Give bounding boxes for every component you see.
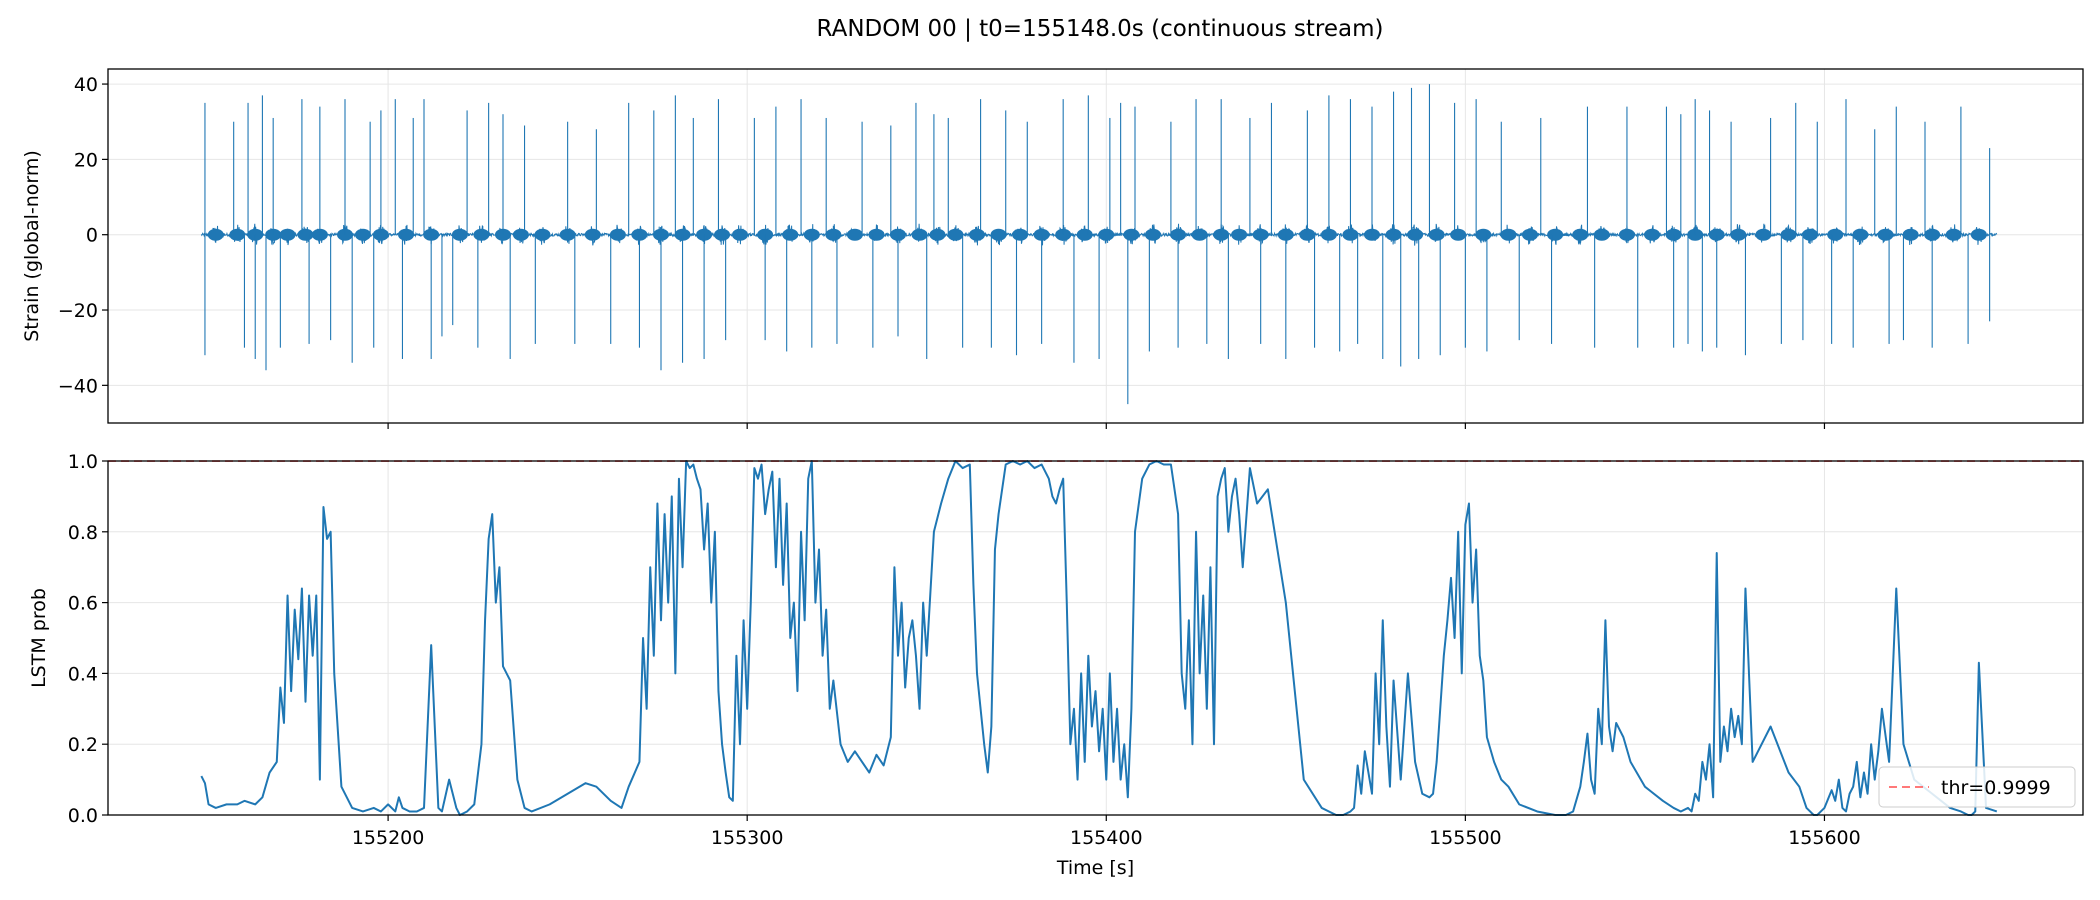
strain-burst — [1522, 228, 1538, 241]
legend-box — [1878, 766, 2076, 808]
strain-burst — [1547, 228, 1564, 241]
strain-y-tick-label: 0 — [86, 225, 98, 247]
strain-burst — [846, 228, 863, 241]
strain-burst — [354, 228, 371, 241]
strain-burst — [534, 228, 551, 241]
x-axis-label: Time [s] — [1056, 857, 1134, 879]
strain-burst — [911, 228, 928, 241]
strain-burst — [1877, 228, 1894, 241]
chart-title: RANDOM 00 | t0=155148.0s (continuous str… — [817, 16, 1384, 42]
strain-burst — [1500, 228, 1517, 241]
prob-y-tick-label: 0.2 — [68, 734, 98, 756]
strain-burst — [584, 228, 601, 241]
strain-burst — [825, 228, 842, 241]
strain-burst — [947, 228, 964, 241]
prob-panel: 155200 155300 155400 155500 155600 0.0 0.2 0.4 0… — [28, 451, 2084, 849]
strain-burst — [1191, 228, 1208, 241]
strain-burst — [609, 228, 626, 241]
strain-y-tick-label: 20 — [74, 149, 98, 171]
strain-burst — [1852, 228, 1869, 241]
strain-burst — [1231, 228, 1248, 241]
strain-burst — [1970, 228, 1987, 241]
x-tick-label: 155500 — [1429, 827, 1502, 849]
strain-burst — [1098, 228, 1115, 241]
x-tick-label: 155200 — [352, 827, 425, 849]
strain-burst — [1076, 228, 1093, 241]
strain-burst — [1144, 228, 1161, 241]
strain-y-tick-label: −40 — [58, 375, 98, 397]
legend-label: thr=0.9999 — [1941, 777, 2051, 799]
strain-burst — [1407, 228, 1424, 241]
strain-burst — [1902, 228, 1919, 241]
strain-burst — [1755, 228, 1772, 241]
prob-line — [200, 460, 1998, 816]
strain-y-tick-label: 40 — [74, 74, 98, 96]
strain-burst — [714, 228, 731, 241]
prob-axes-frame — [107, 460, 2084, 816]
strain-burst — [1475, 228, 1492, 241]
strain-burst — [297, 228, 314, 241]
strain-series — [200, 84, 1998, 405]
x-tick-label: 155400 — [1070, 827, 1143, 849]
strain-burst — [1428, 228, 1445, 241]
strain-burst — [1012, 228, 1029, 241]
prob-ticks: 155200 155300 155400 155500 155600 0.0 0.2 0.4 0… — [68, 451, 1861, 849]
strain-burst — [1593, 228, 1610, 241]
prob-y-tick-label: 0.4 — [68, 663, 98, 685]
strain-burst — [1945, 228, 1962, 241]
strain-burst — [512, 228, 529, 241]
strain-ticks: 40 20 0 −20 −40 — [58, 74, 1826, 429]
prob-y-tick-label: 0.0 — [68, 805, 98, 827]
strain-burst — [1780, 228, 1797, 241]
strain-burst — [782, 228, 799, 241]
strain-burst — [1730, 228, 1747, 241]
strain-burst — [451, 228, 468, 241]
strain-burst — [929, 228, 946, 241]
strain-burst — [398, 228, 415, 241]
strain-burst — [1827, 228, 1844, 241]
strain-grid — [108, 69, 2083, 423]
prob-series — [200, 460, 1998, 816]
strain-burst — [969, 228, 985, 241]
strain-y-axis-label: Strain (global-norm) — [21, 150, 43, 342]
strain-burst — [279, 228, 296, 241]
strain-burst — [868, 228, 885, 241]
strain-burst — [1802, 228, 1819, 241]
strain-burst — [1572, 228, 1589, 241]
prob-y-axis-label: LSTM prob — [28, 588, 50, 688]
strain-burst — [1644, 228, 1661, 241]
strain-burst — [990, 228, 1007, 241]
strain-burst — [1123, 228, 1140, 241]
prob-y-tick-label: 1.0 — [68, 451, 98, 473]
prob-y-tick-label: 0.6 — [68, 593, 98, 615]
strain-burst — [732, 228, 748, 241]
strain-y-tick-label: −20 — [58, 300, 98, 322]
strain-panel: 40 20 0 −20 −40 Strain (global-norm) — [21, 68, 2084, 429]
strain-burst — [207, 228, 224, 241]
strain-burst — [473, 228, 490, 241]
x-tick-label: 155600 — [1788, 827, 1861, 849]
prob-grid — [108, 460, 2083, 816]
prob-y-tick-label: 0.8 — [68, 522, 98, 544]
strain-burst — [1450, 228, 1467, 241]
x-tick-label: 155300 — [711, 827, 784, 849]
strain-axes-frame — [107, 68, 2084, 424]
legend: thr=0.9999 — [1878, 766, 2076, 808]
strain-burst — [229, 228, 246, 241]
